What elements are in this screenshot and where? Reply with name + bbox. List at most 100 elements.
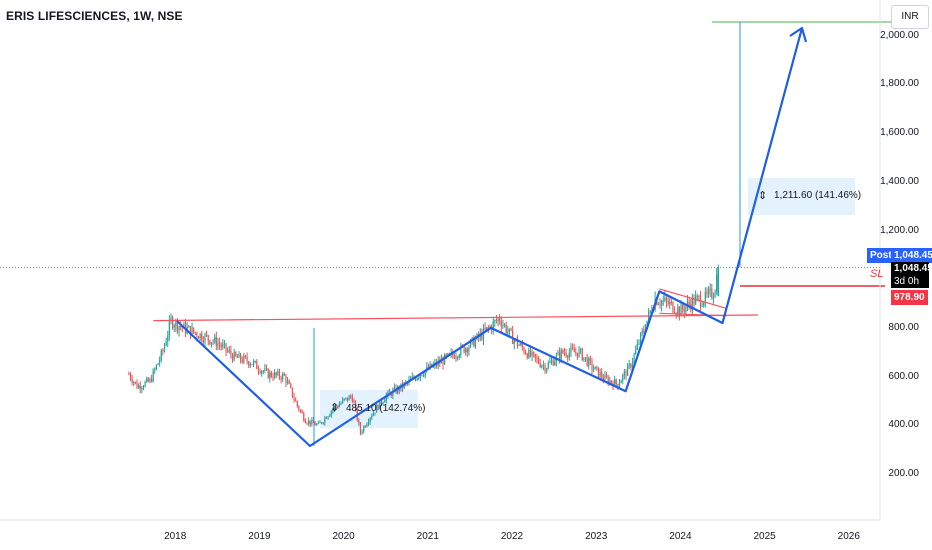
candle-body [568, 352, 570, 358]
time-tick-label: 2026 [837, 531, 860, 542]
candle-body [599, 372, 601, 377]
candle-body [160, 350, 162, 360]
candle-body [380, 399, 383, 404]
measure-box-lower[interactable] [320, 390, 418, 428]
measure-icon-lower: ⇕ [330, 402, 340, 414]
candle-body [168, 320, 170, 336]
candle-body [314, 422, 316, 426]
candle-body [165, 341, 167, 346]
price-tick-label: 800.00 [888, 321, 919, 333]
candle-body [363, 426, 365, 432]
candle-body [525, 352, 527, 355]
candle-body [256, 361, 258, 369]
wedge-upper-line [659, 288, 727, 309]
candle-body [494, 320, 496, 322]
candle-body [385, 395, 387, 401]
candle-body [422, 375, 425, 377]
candle-body [227, 350, 229, 352]
candle-body [369, 417, 371, 422]
post-market-tag: Post [867, 248, 895, 263]
candle-body [146, 378, 148, 382]
candle-body [463, 346, 465, 353]
candle-body [617, 383, 619, 387]
candle-body [686, 301, 689, 307]
candle-body [706, 291, 708, 295]
candle-body [607, 377, 609, 384]
candle-body [180, 326, 182, 328]
candle-body [481, 332, 483, 340]
candle-body [678, 307, 681, 316]
candle-body [233, 352, 235, 361]
candle-body [138, 385, 140, 389]
chart-drawings [0, 21, 905, 448]
candle-body [220, 344, 222, 347]
candle-body [620, 380, 622, 384]
candle-body [204, 334, 206, 343]
candle-body [299, 410, 302, 412]
candle-body [468, 347, 470, 352]
candle-body [327, 416, 329, 419]
candle-body [387, 391, 389, 396]
candle-body [447, 353, 449, 356]
candle-body [280, 377, 282, 380]
candle-body [458, 355, 460, 358]
measure-box-upper[interactable] [748, 178, 855, 215]
candle-body [537, 358, 540, 364]
candle-body [503, 324, 506, 326]
candle-body [155, 364, 158, 370]
candle-body [562, 349, 564, 353]
candle-body [531, 351, 533, 357]
candle-body [499, 318, 501, 322]
candle-body [701, 305, 703, 307]
candle-body [214, 336, 216, 342]
candle-body [649, 310, 651, 312]
candle-body [236, 355, 238, 358]
candle-body [495, 320, 498, 322]
candle-body [593, 369, 595, 371]
candle-body [330, 411, 332, 415]
candle-body [416, 378, 418, 381]
candle-body [309, 420, 311, 425]
candle-body [594, 366, 596, 370]
candle-body [633, 354, 635, 363]
price-tick-label: 200.00 [888, 468, 919, 479]
candle-body [225, 343, 227, 351]
candle-body [520, 343, 522, 345]
candle-body [230, 350, 232, 355]
candle-body [565, 353, 567, 357]
candle-body [662, 300, 664, 302]
candle-body [335, 406, 337, 408]
candle-body [573, 348, 575, 353]
candle-body [267, 369, 269, 379]
candle-body [388, 391, 391, 393]
candle-body [261, 371, 263, 374]
candle-body [661, 300, 663, 305]
candle-body [361, 431, 363, 434]
candle-body [418, 377, 420, 379]
stop-loss-label: SL [870, 268, 884, 280]
candle-body [605, 375, 608, 378]
candle-body [596, 366, 598, 368]
candle-body [421, 375, 423, 377]
candle-body [709, 288, 711, 291]
candle-body [487, 327, 489, 329]
candle-body [217, 343, 219, 347]
candle-body [516, 338, 519, 346]
candle-body [559, 352, 561, 359]
candle-body [578, 349, 580, 357]
candle-body [693, 297, 695, 305]
candle-body [167, 335, 169, 342]
candle-body [193, 327, 195, 333]
currency-button[interactable]: INR [891, 5, 929, 29]
candle-body [149, 379, 151, 382]
candle-body [196, 333, 198, 337]
candle-body [500, 321, 502, 327]
candle-body [317, 422, 319, 424]
candle-body [546, 368, 548, 372]
candle-body [129, 374, 132, 379]
time-tick-label: 2023 [585, 531, 608, 542]
wedge-lower-line [659, 312, 727, 317]
candle-body [502, 324, 504, 327]
candle-body [293, 396, 295, 400]
